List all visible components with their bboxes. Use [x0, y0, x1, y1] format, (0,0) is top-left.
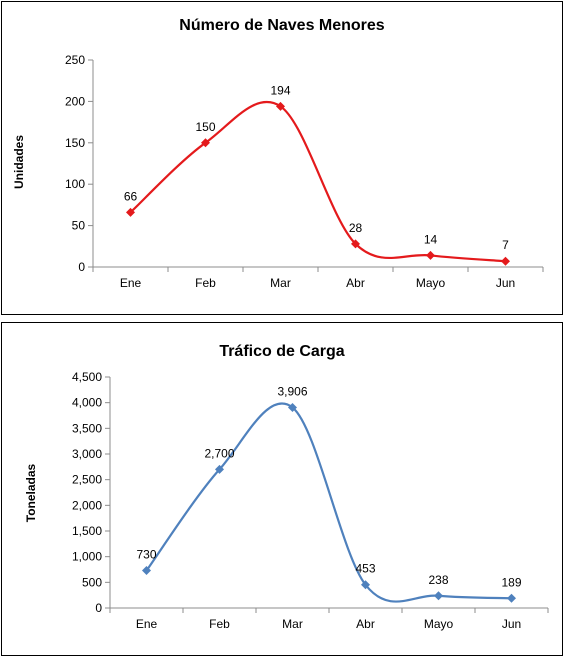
data-label: 66 [124, 189, 138, 203]
y-tick-label: 0 [78, 260, 85, 274]
data-label: 194 [270, 83, 290, 97]
data-label: 189 [501, 575, 521, 589]
y-tick-label: 2,000 [72, 498, 102, 512]
x-tick-label: Ene [136, 617, 158, 631]
chart-title: Tráfico de Carga [219, 343, 344, 360]
y-tick-label: 250 [65, 53, 85, 67]
y-tick-label: 50 [72, 219, 86, 233]
data-label: 28 [349, 221, 363, 235]
x-tick-label: Mar [270, 276, 291, 290]
y-tick-label: 3,000 [72, 447, 102, 461]
y-tick-label: 4,000 [72, 396, 102, 410]
y-tick-label: 0 [95, 601, 102, 615]
y-tick-label: 4,500 [72, 370, 102, 384]
y-tick-label: 3,500 [72, 421, 102, 435]
data-label: 238 [428, 573, 448, 587]
x-tick-label: Jun [502, 617, 521, 631]
data-point-marker [126, 207, 135, 217]
x-tick-label: Abr [356, 617, 375, 631]
x-tick-label: Ene [120, 276, 142, 290]
chart-panel-carga: Tráfico de Carga Toneladas 0 500 1,000 1,50… [1, 322, 563, 656]
data-point-marker [434, 591, 443, 601]
chart-panel-naves: Número de Naves Menores Unidades 0 50 100 1… [1, 1, 563, 315]
y-tick-label: 100 [65, 177, 85, 191]
y-tick-label: 1,000 [72, 550, 102, 564]
x-tick-label: Abr [346, 276, 365, 290]
y-axis-label: Toneladas [24, 463, 38, 522]
x-tick-label: Mar [282, 617, 303, 631]
y-tick-label: 1,500 [72, 524, 102, 538]
data-point-marker [351, 239, 360, 249]
data-label: 14 [424, 232, 438, 246]
x-tick-label: Mayo [416, 276, 446, 290]
data-label: 3,906 [277, 384, 307, 398]
series-line [129, 100, 506, 263]
y-tick-label: 2,500 [72, 473, 102, 487]
data-point-marker [215, 464, 224, 474]
data-label: 730 [136, 548, 156, 562]
chart-trafico-carga: Tráfico de Carga Toneladas 0 500 1,000 1,50… [24, 343, 549, 631]
y-axis-label: Unidades [12, 135, 26, 189]
x-tick-label: Feb [195, 276, 216, 290]
y-tick-label: 500 [82, 575, 102, 589]
chart-title: Número de Naves Menores [179, 17, 385, 34]
data-point-marker [142, 566, 151, 576]
y-tick-label: 200 [65, 94, 85, 108]
data-point-marker [276, 101, 285, 111]
data-point-marker [361, 580, 370, 590]
data-point-marker [288, 402, 297, 412]
data-label: 150 [195, 120, 215, 134]
data-label: 453 [355, 562, 375, 576]
chart-naves-menores: Número de Naves Menores Unidades 0 50 100 1… [12, 17, 544, 290]
x-tick-label: Mayo [424, 617, 454, 631]
data-label: 2,700 [204, 446, 234, 460]
data-point-marker [507, 593, 516, 603]
data-point-marker [426, 250, 435, 260]
x-tick-label: Jun [496, 276, 515, 290]
y-tick-label: 150 [65, 136, 85, 150]
data-point-marker [501, 256, 510, 266]
data-label: 7 [502, 238, 509, 252]
series-line [145, 402, 512, 603]
x-tick-label: Feb [209, 617, 230, 631]
data-point-marker [201, 138, 210, 148]
